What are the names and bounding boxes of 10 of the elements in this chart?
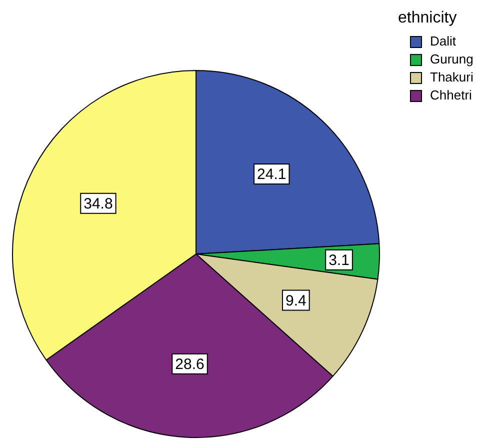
data-label: 3.1 xyxy=(328,252,350,269)
legend-label: Gurung xyxy=(430,52,474,67)
legend-label: Chhetri xyxy=(430,88,472,103)
data-label: 9.4 xyxy=(285,292,306,310)
legend-label: Dalit xyxy=(430,34,456,49)
legend-title: ethnicity xyxy=(398,9,457,26)
data-label: 24.1 xyxy=(257,166,286,184)
data-label: 34.8 xyxy=(84,196,113,213)
data-label: 28.6 xyxy=(175,356,204,374)
legend-label: Thakuri xyxy=(430,70,474,85)
